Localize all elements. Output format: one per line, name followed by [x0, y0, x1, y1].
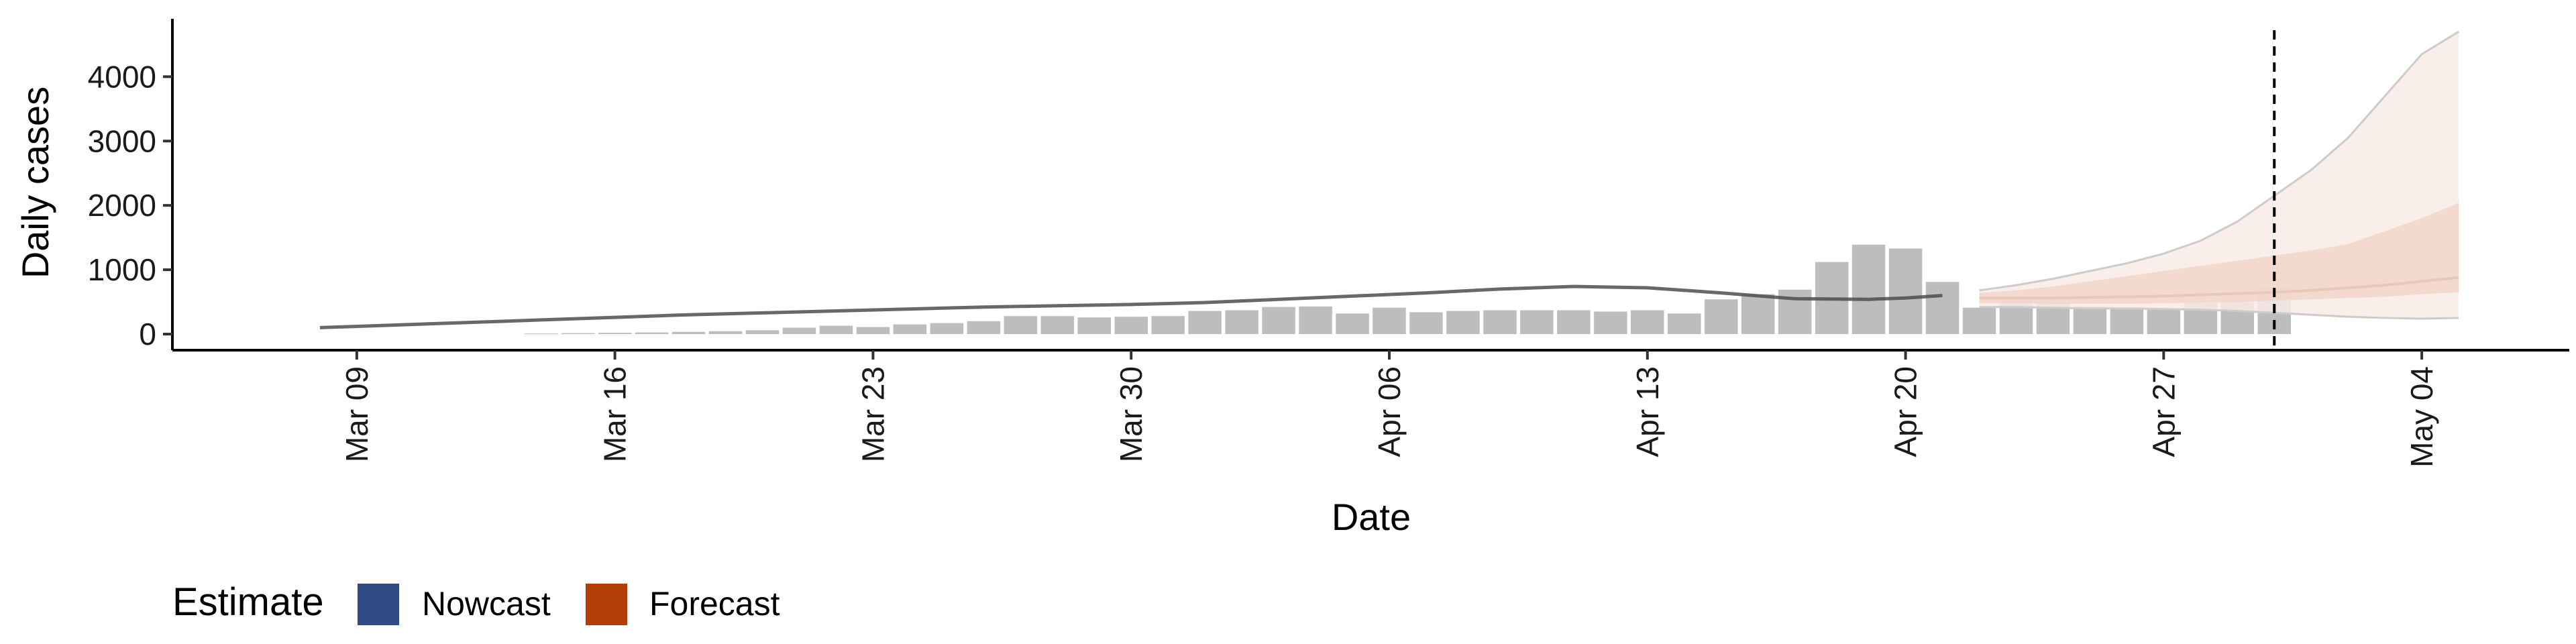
- bar-2020-04-07: [1409, 312, 1443, 334]
- axes-group: 0 1000 2000 3000 4000 Mar 09 Mar 16 Mar 23 Mar 3…: [88, 19, 2569, 468]
- bar-2020-04-26: [2110, 308, 2144, 335]
- bar-2020-04-06: [1373, 307, 1406, 334]
- bar-2020-04-22: [1962, 307, 1996, 334]
- x-tick-label-2020-04-06: Apr 06: [1372, 366, 1407, 458]
- forecast-band-90-lower-edge: [1979, 306, 2459, 320]
- x-axis-title: Date: [1332, 496, 1411, 538]
- x-tick-label-2020-03-16: Mar 16: [598, 366, 633, 462]
- bar-2020-03-31: [1151, 316, 1185, 335]
- bar-2020-04-10: [1520, 310, 1554, 334]
- x-tick-label-2020-04-27: Apr 27: [2146, 366, 2181, 458]
- y-tick-label-1000: 1000: [88, 252, 156, 287]
- bar-2020-04-19: [1851, 244, 1886, 334]
- lines-group: [319, 30, 2459, 350]
- bar-2020-04-25: [2073, 306, 2107, 334]
- legend-label-forecast: Forecast: [649, 585, 780, 623]
- x-tick-label-2020-03-23: Mar 23: [855, 366, 890, 462]
- bar-2020-03-19: [708, 331, 743, 334]
- legend-title: Estimate: [172, 580, 324, 624]
- bar-2020-03-17: [635, 332, 669, 334]
- bar-2020-03-24: [893, 324, 927, 334]
- forecast-band-50: [1979, 203, 2459, 304]
- bar-2020-04-11: [1557, 310, 1591, 334]
- bar-2020-04-20: [1888, 248, 1923, 334]
- bar-2020-03-14: [525, 333, 558, 335]
- bar-2020-04-08: [1446, 311, 1480, 334]
- x-tick-label-2020-05-04: May 04: [2404, 366, 2439, 468]
- legend-label-nowcast: Nowcast: [422, 585, 551, 623]
- bar-2020-03-26: [967, 321, 1001, 334]
- y-tick-label-3000: 3000: [88, 123, 156, 158]
- bar-2020-03-21: [782, 327, 816, 334]
- x-tick-label-2020-04-20: Apr 20: [1888, 366, 1923, 458]
- bar-2020-03-18: [672, 331, 706, 335]
- x-tick-label-2020-03-30: Mar 30: [1114, 366, 1148, 462]
- bar-2020-03-28: [1040, 316, 1074, 335]
- x-tick-label-2020-03-09: Mar 09: [339, 366, 374, 462]
- bar-2020-04-13: [1631, 310, 1664, 334]
- y-axis-title: Daily cases: [14, 87, 56, 278]
- bar-2020-04-03: [1262, 307, 1295, 334]
- estimate-median-line: [319, 284, 1943, 329]
- bar-2020-03-25: [930, 323, 964, 334]
- bar-2020-04-02: [1225, 310, 1258, 334]
- bar-2020-03-16: [598, 333, 632, 334]
- bar-2020-03-27: [1004, 316, 1038, 335]
- bar-2020-03-29: [1077, 317, 1111, 334]
- bar-2020-04-27: [2147, 309, 2181, 335]
- bar-2020-03-23: [856, 327, 890, 335]
- y-tick-label-4000: 4000: [88, 59, 156, 94]
- legend: Estimate Nowcast Forecast: [172, 580, 780, 625]
- bar-2020-04-14: [1668, 313, 1701, 334]
- bar-2020-04-05: [1336, 313, 1369, 334]
- legend-swatch-nowcast: [358, 584, 399, 625]
- bar-2020-04-21: [1925, 282, 1960, 334]
- forecast-median-line: [1979, 276, 2459, 300]
- forecast-band-90-upper-edge: [1979, 30, 2459, 292]
- x-tick-label-2020-04-13: Apr 13: [1630, 366, 1665, 458]
- bar-2020-04-16: [1741, 294, 1775, 334]
- y-tick-label-0: 0: [139, 317, 156, 352]
- forecast-bands-group: [1979, 30, 2459, 320]
- bar-2020-03-30: [1114, 317, 1148, 334]
- bar-2020-03-15: [561, 333, 595, 334]
- bar-2020-04-01: [1188, 311, 1222, 334]
- bar-2020-03-22: [819, 325, 853, 334]
- bar-2020-03-20: [745, 330, 780, 335]
- legend-swatch-forecast: [586, 584, 627, 625]
- y-tick-label-2000: 2000: [88, 188, 156, 223]
- bar-2020-04-15: [1705, 299, 1738, 334]
- bar-2020-04-04: [1299, 306, 1332, 334]
- bar-2020-04-09: [1483, 310, 1517, 334]
- bar-2020-04-12: [1594, 311, 1627, 334]
